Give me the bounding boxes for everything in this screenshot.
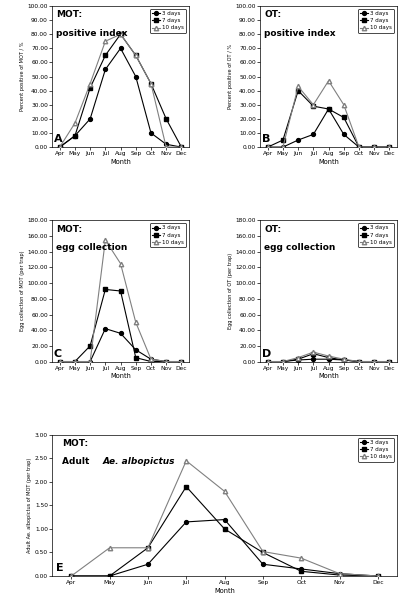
X-axis label: Month: Month [110, 159, 131, 165]
Legend: 3 days, 7 days, 10 days: 3 days, 7 days, 10 days [358, 223, 394, 247]
Text: egg collection: egg collection [56, 243, 128, 252]
Text: MOT:: MOT: [63, 439, 89, 448]
Legend: 3 days, 7 days, 10 days: 3 days, 7 days, 10 days [358, 9, 394, 32]
Text: C: C [53, 349, 62, 359]
Y-axis label: Adult Ae. albopictus of MOT (per trap): Adult Ae. albopictus of MOT (per trap) [27, 458, 32, 553]
Text: OT:: OT: [264, 10, 282, 19]
Text: Adult: Adult [63, 457, 93, 466]
Text: B: B [261, 134, 270, 144]
Text: A: A [53, 134, 62, 144]
Y-axis label: Percent positive of OT / %: Percent positive of OT / % [228, 44, 233, 109]
X-axis label: Month: Month [318, 159, 339, 165]
Legend: 3 days, 7 days, 10 days: 3 days, 7 days, 10 days [150, 9, 186, 32]
Text: D: D [261, 349, 271, 359]
Y-axis label: Egg collection of MOT (per trap): Egg collection of MOT (per trap) [20, 251, 25, 331]
Y-axis label: Egg collection of OT (per trap): Egg collection of OT (per trap) [228, 253, 233, 329]
Text: Ae. albopictus: Ae. albopictus [102, 457, 174, 466]
Legend: 3 days, 7 days, 10 days: 3 days, 7 days, 10 days [150, 223, 186, 247]
Text: E: E [56, 563, 63, 573]
Legend: 3 days, 7 days, 10 days: 3 days, 7 days, 10 days [358, 437, 394, 461]
Text: positive index: positive index [264, 29, 336, 38]
X-axis label: Month: Month [318, 373, 339, 379]
Text: positive index: positive index [56, 29, 128, 38]
X-axis label: Month: Month [110, 373, 131, 379]
Text: OT:: OT: [264, 224, 282, 233]
Y-axis label: Percent positive of MOT / %: Percent positive of MOT / % [20, 42, 25, 111]
Text: MOT:: MOT: [56, 10, 82, 19]
Text: MOT:: MOT: [56, 224, 82, 233]
Text: egg collection: egg collection [264, 243, 336, 252]
X-axis label: Month: Month [214, 588, 235, 594]
